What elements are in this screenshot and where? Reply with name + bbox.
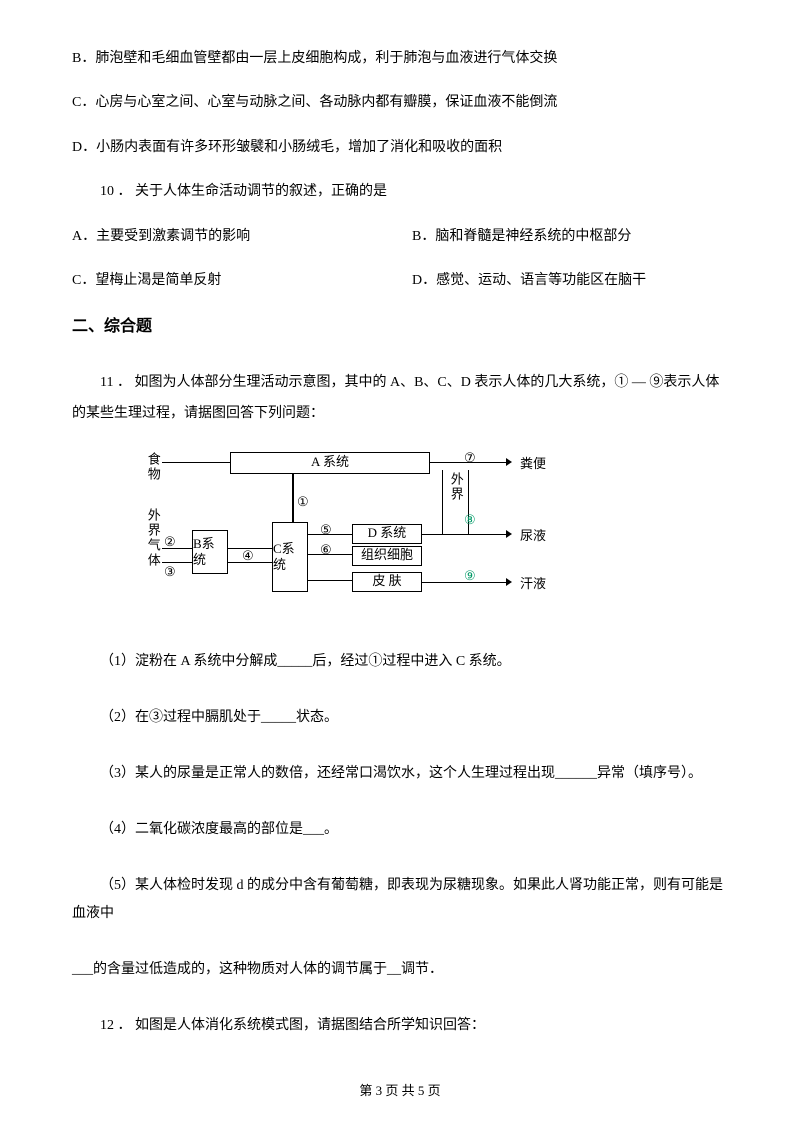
num-5: ⑤	[320, 520, 332, 541]
box-b-system: B系统	[192, 530, 228, 574]
label-feces: 粪便	[520, 454, 546, 475]
label-air: 外界气体	[142, 508, 163, 568]
box-tissue: 组织细胞	[352, 546, 422, 566]
q10-option-a: A．主要受到激素调节的影响	[72, 226, 412, 248]
label-urine: 尿液	[520, 526, 546, 547]
q11-sub3: （3）某人的尿量是正常人的数倍，还经常口渴饮水，这个人生理过程出现______异…	[72, 760, 728, 788]
q11-sub5a: （5）某人体检时发现 d 的成分中含有葡萄糖，即表现为尿糖现象。如果此人肾功能正…	[72, 872, 728, 928]
label-sweat: 汗液	[520, 574, 546, 595]
q10-option-b: B．脑和脊髓是神经系统的中枢部分	[412, 226, 728, 248]
q10-option-d: D．感觉、运动、语言等功能区在脑干	[412, 270, 728, 292]
q10-options-row1: A．主要受到激素调节的影响 B．脑和脊髓是神经系统的中枢部分	[72, 226, 728, 248]
page-footer: 第 3 页 共 5 页	[0, 1081, 800, 1102]
q11-sub5b: ___的含量过低造成的，这种物质对人体的调节属于__调节．	[72, 956, 728, 984]
q11-sub4: （4）二氧化碳浓度最高的部位是___。	[72, 816, 728, 844]
box-d-system: D 系统	[352, 524, 422, 544]
q10-option-c: C．望梅止渴是简单反射	[72, 270, 412, 292]
num-8: ⑧	[464, 510, 476, 531]
q11-sub1: （1）淀粉在 A 系统中分解成_____后，经过①过程中进入 C 系统。	[72, 648, 728, 676]
option-d-prev: D．小肠内表面有许多环形皱襞和小肠绒毛，增加了消化和吸收的面积	[72, 137, 728, 159]
q11-sub2: （2）在③过程中膈肌处于_____状态。	[72, 704, 728, 732]
option-c-prev: C．心房与心室之间、心室与动脉之间、各动脉内都有瓣膜，保证血液不能倒流	[72, 92, 728, 114]
num-4: ④	[242, 546, 254, 567]
option-b-prev: B．肺泡壁和毛细血管壁都由一层上皮细胞构成，利于肺泡与血液进行气体交换	[72, 48, 728, 70]
num-9: ⑨	[464, 566, 476, 587]
q11-diagram: 食物 外界气体 ② ③ A 系统 B系统 ① ④ C系统 ⑤ ⑥ D 系统 组织…	[72, 450, 728, 620]
box-c-system: C系统	[272, 522, 308, 592]
box-skin: 皮 肤	[352, 572, 422, 592]
q10-options-row2: C．望梅止渴是简单反射 D．感觉、运动、语言等功能区在脑干	[72, 270, 728, 292]
num-7: ⑦	[464, 448, 476, 469]
num-1: ①	[297, 492, 309, 513]
q11-stem: 11 ． 如图为人体部分生理活动示意图，其中的 A、B、C、D 表示人体的几大系…	[72, 368, 728, 430]
num-3: ③	[164, 562, 176, 583]
label-food: 食物	[142, 452, 163, 482]
num-2: ②	[164, 532, 176, 553]
section2-title: 二、综合题	[72, 314, 728, 340]
box-a-system: A 系统	[230, 452, 430, 474]
q12-stem: 12 ． 如图是人体消化系统模式图，请据图结合所学知识回答：	[72, 1012, 728, 1040]
num-6: ⑥	[320, 540, 332, 561]
q10-stem: 10 ． 关于人体生命活动调节的叙述，正确的是	[72, 181, 728, 203]
